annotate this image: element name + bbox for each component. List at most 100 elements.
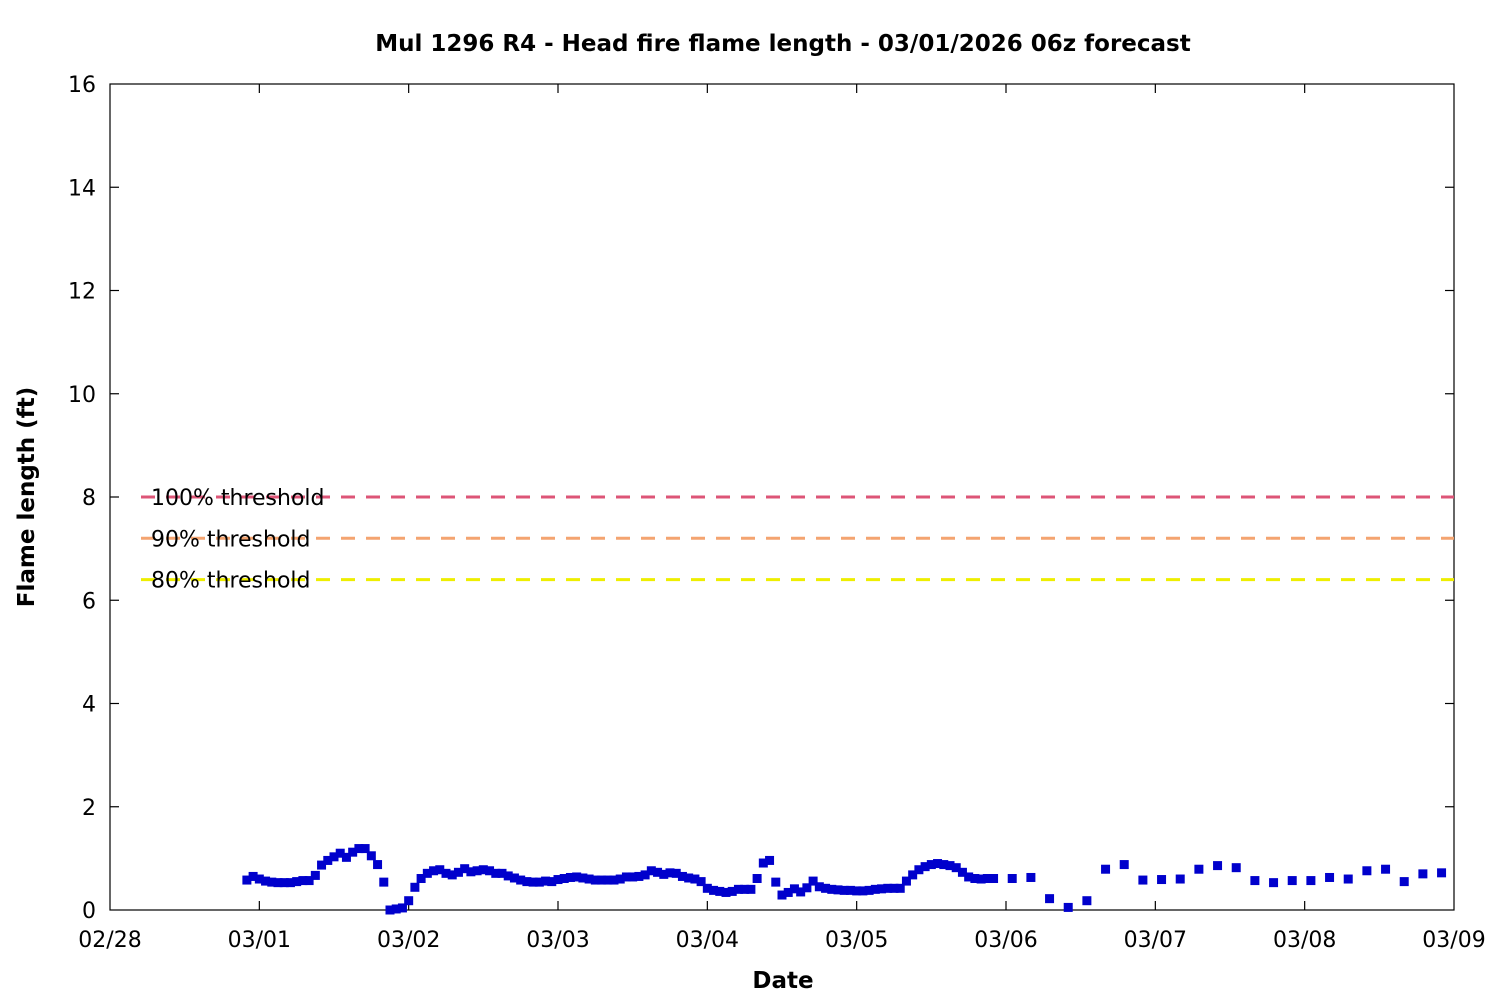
data-point xyxy=(901,876,911,886)
data-point xyxy=(951,863,961,873)
data-point xyxy=(485,866,495,876)
data-point xyxy=(1026,872,1036,882)
threshold-label: 100% threshold xyxy=(151,486,325,511)
y-tick-label: 8 xyxy=(82,486,96,511)
y-tick-label: 16 xyxy=(68,73,96,98)
data-point xyxy=(397,903,407,913)
data-point xyxy=(429,866,439,876)
data-point xyxy=(821,883,831,893)
data-point xyxy=(864,885,874,895)
data-point xyxy=(348,847,358,857)
data-point xyxy=(304,876,314,886)
data-point xyxy=(609,875,619,885)
data-point xyxy=(329,852,339,862)
data-point xyxy=(957,867,967,877)
data-point xyxy=(285,878,295,888)
data-point xyxy=(572,872,582,882)
data-point xyxy=(671,868,681,878)
data-point xyxy=(466,867,476,877)
data-point xyxy=(516,875,526,885)
data-point xyxy=(1325,872,1335,882)
data-point xyxy=(908,870,918,880)
x-tick-label: 03/03 xyxy=(526,928,589,953)
data-point xyxy=(509,873,519,883)
data-point xyxy=(310,870,320,880)
data-point xyxy=(279,878,289,888)
data-point xyxy=(926,860,936,870)
data-point xyxy=(1194,864,1204,874)
data-point xyxy=(733,884,743,894)
data-point xyxy=(441,868,451,878)
x-tick-label: 03/09 xyxy=(1422,928,1485,953)
data-point xyxy=(870,884,880,894)
data-point xyxy=(242,875,252,885)
data-point xyxy=(690,874,700,884)
data-point xyxy=(659,869,669,879)
data-point xyxy=(373,860,383,870)
data-point xyxy=(939,860,949,870)
data-point xyxy=(677,871,687,881)
x-tick-label: 03/01 xyxy=(228,928,291,953)
data-point xyxy=(541,876,551,886)
data-point xyxy=(317,860,327,870)
data-point xyxy=(808,876,818,886)
data-point xyxy=(684,873,694,883)
data-point xyxy=(1082,896,1092,906)
y-axis-label: Flame length (ft) xyxy=(14,387,40,607)
data-point xyxy=(777,890,787,900)
x-tick-label: 03/04 xyxy=(676,928,739,953)
data-point xyxy=(752,874,762,884)
data-point xyxy=(1437,868,1447,878)
data-point xyxy=(1213,861,1223,871)
data-point xyxy=(1343,874,1353,884)
chart-title: Mul 1296 R4 - Head fire flame length - 0… xyxy=(375,31,1191,57)
threshold-label: 90% threshold xyxy=(151,527,311,552)
data-point xyxy=(665,868,675,878)
data-point xyxy=(976,874,986,884)
data-point xyxy=(547,877,557,887)
data-point xyxy=(702,883,712,893)
data-point xyxy=(1045,894,1055,904)
data-point xyxy=(964,872,974,882)
data-point xyxy=(621,872,631,882)
data-point xyxy=(410,882,420,892)
data-point xyxy=(565,872,575,882)
data-point xyxy=(1306,876,1316,886)
data-point xyxy=(802,883,812,893)
x-axis-label: Date xyxy=(752,968,813,994)
data-point xyxy=(634,871,644,881)
data-point xyxy=(1138,875,1148,885)
x-tick-label: 02/28 xyxy=(78,928,141,953)
data-point xyxy=(945,861,955,871)
data-point xyxy=(528,877,538,887)
data-point xyxy=(391,904,401,914)
y-tick-label: 2 xyxy=(82,796,96,821)
data-point xyxy=(833,885,843,895)
data-point xyxy=(845,885,855,895)
data-point xyxy=(553,875,563,885)
threshold-labels: 100% threshold 90% threshold 80% threshold xyxy=(151,486,325,594)
y-tick-label: 6 xyxy=(82,589,96,614)
data-point xyxy=(789,884,799,894)
data-point xyxy=(1063,902,1073,912)
data-point xyxy=(895,883,905,893)
data-point xyxy=(503,871,513,881)
data-point xyxy=(727,886,737,896)
data-point xyxy=(404,896,414,906)
x-tick-label: 03/08 xyxy=(1273,928,1336,953)
data-point xyxy=(447,870,457,880)
data-point xyxy=(933,859,943,869)
x-tick-label: 03/07 xyxy=(1124,928,1187,953)
data-point xyxy=(970,874,980,884)
data-point xyxy=(497,868,507,878)
data-point xyxy=(758,858,768,868)
data-point xyxy=(335,848,345,858)
y-tick-label: 14 xyxy=(68,176,96,201)
data-point xyxy=(491,868,501,878)
data-point xyxy=(814,882,824,892)
data-point xyxy=(715,886,725,896)
data-point xyxy=(416,874,426,884)
data-point xyxy=(472,866,482,876)
data-point xyxy=(709,885,719,895)
data-point xyxy=(590,875,600,885)
